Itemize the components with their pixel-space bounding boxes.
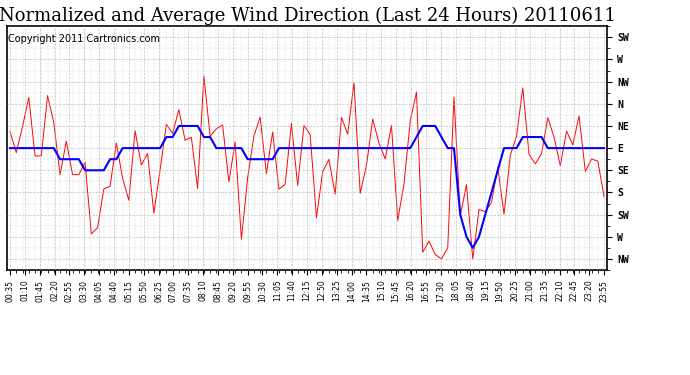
Title: Normalized and Average Wind Direction (Last 24 Hours) 20110611: Normalized and Average Wind Direction (L… [0,6,615,25]
Text: Copyright 2011 Cartronics.com: Copyright 2011 Cartronics.com [8,34,160,44]
